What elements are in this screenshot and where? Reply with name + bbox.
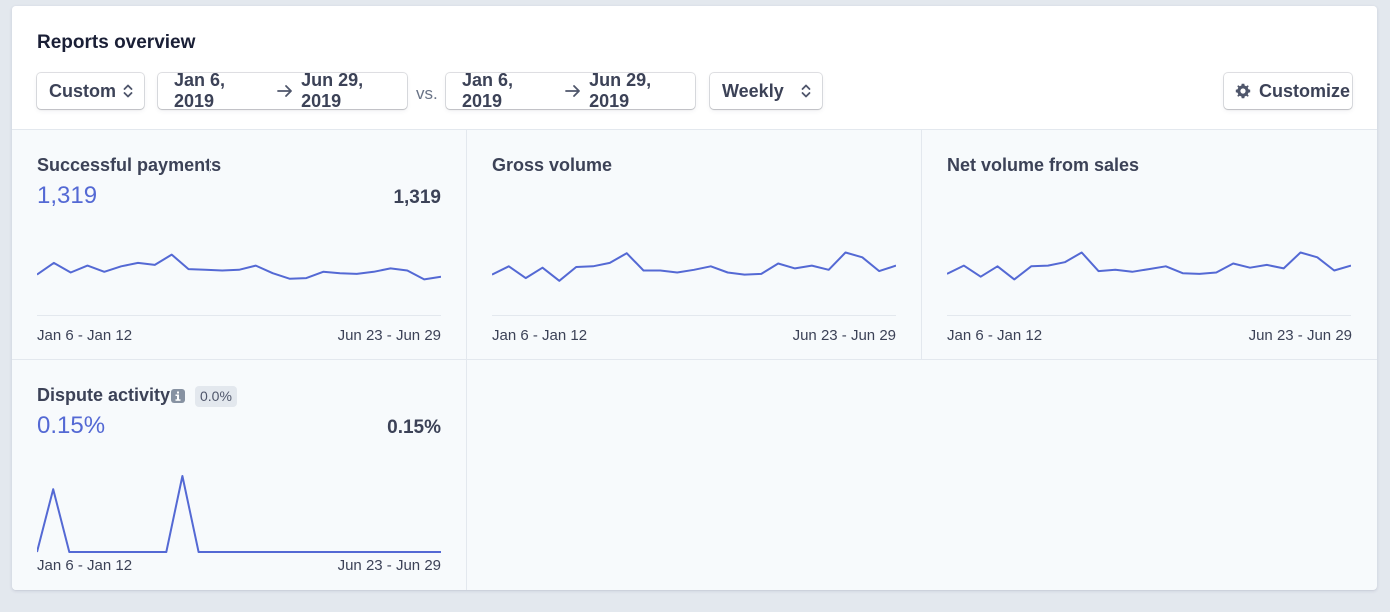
- primary-date-range[interactable]: Jan 6, 2019 Jun 29, 2019: [158, 70, 407, 111]
- reports-overview-card: Reports overview Custom Jan 6, 2019 Jun …: [12, 6, 1377, 590]
- axis-end-label: Jun 23 - Jun 29: [1248, 327, 1352, 344]
- axis-baseline: [492, 315, 896, 316]
- compare-range-end: Jun 29, 2019: [589, 70, 652, 111]
- report-tile-successful-payments[interactable]: Successful payments 1,319 1,319 Jan 6 - …: [12, 130, 466, 359]
- primary-range-start: Jan 6, 2019: [174, 70, 226, 111]
- sparkline-chart: [37, 253, 441, 281]
- tile-compare-value: 1,319: [393, 187, 441, 208]
- sparkline-series: [37, 253, 441, 281]
- report-tile-dispute-activity[interactable]: Dispute activity 0.0% 0.15% 0.15% Jan 6 …: [12, 360, 466, 590]
- sparkline-series: [492, 251, 896, 282]
- reports-header: Reports overview Custom Jan 6, 2019 Jun …: [12, 6, 1377, 130]
- sparkline-chart: [492, 251, 896, 282]
- interval-select-value: Weekly: [722, 80, 784, 101]
- primary-range-end: Jun 29, 2019: [301, 70, 364, 111]
- tile-title: Dispute activity: [37, 385, 171, 405]
- change-badge: 0.0%: [195, 386, 237, 407]
- axis-start-label: Jan 6 - Jan 12: [37, 327, 133, 344]
- tile-title: Gross volume: [492, 155, 613, 175]
- gear-icon: [1235, 83, 1251, 99]
- tile-compare-value: 0.15%: [387, 417, 441, 438]
- report-tile-net-volume[interactable]: Net volume from sales Jan 6 - Jan 12 Jun…: [922, 130, 1377, 359]
- axis-start-label: Jan 6 - Jan 12: [37, 557, 133, 574]
- axis-end-label: Jun 23 - Jun 29: [792, 327, 896, 344]
- axis-baseline: [37, 315, 441, 316]
- sparkline-series: [37, 475, 441, 553]
- tile-title: Net volume from sales: [947, 155, 1140, 175]
- arrow-right-icon: [565, 84, 581, 98]
- tile-title: Successful payments: [37, 155, 222, 175]
- sparkline-chart: [947, 251, 1351, 281]
- grid-divider: [12, 359, 1377, 360]
- date-range-select[interactable]: Custom: [37, 73, 144, 109]
- grid-divider: [466, 130, 467, 590]
- text-cursor: [209, 159, 210, 173]
- caret-updown-icon: [123, 84, 133, 98]
- interval-select[interactable]: Weekly: [710, 73, 822, 109]
- tile-value: 1,319: [37, 182, 98, 209]
- vs-label: vs.: [416, 84, 438, 103]
- caret-updown-icon: [801, 84, 811, 98]
- customize-button[interactable]: Customize: [1224, 73, 1352, 109]
- axis-start-label: Jan 6 - Jan 12: [492, 327, 588, 344]
- axis-baseline: [947, 315, 1351, 316]
- info-icon[interactable]: [171, 389, 185, 403]
- customize-label: Customize: [1259, 80, 1351, 101]
- compare-date-range[interactable]: Jan 6, 2019 Jun 29, 2019: [446, 70, 695, 111]
- grid-divider: [921, 130, 922, 360]
- page-title: Reports overview: [37, 32, 196, 53]
- arrow-right-icon: [277, 84, 293, 98]
- axis-end-label: Jun 23 - Jun 29: [337, 557, 441, 574]
- compare-range-start: Jan 6, 2019: [462, 70, 514, 111]
- tile-value: 0.15%: [37, 412, 106, 439]
- axis-start-label: Jan 6 - Jan 12: [947, 327, 1043, 344]
- axis-end-label: Jun 23 - Jun 29: [337, 327, 441, 344]
- sparkline-series: [947, 251, 1351, 281]
- date-range-select-value: Custom: [49, 80, 116, 101]
- sparkline-chart: [37, 475, 441, 553]
- report-tile-gross-volume[interactable]: Gross volume Jan 6 - Jan 12 Jun 23 - Jun…: [467, 130, 921, 359]
